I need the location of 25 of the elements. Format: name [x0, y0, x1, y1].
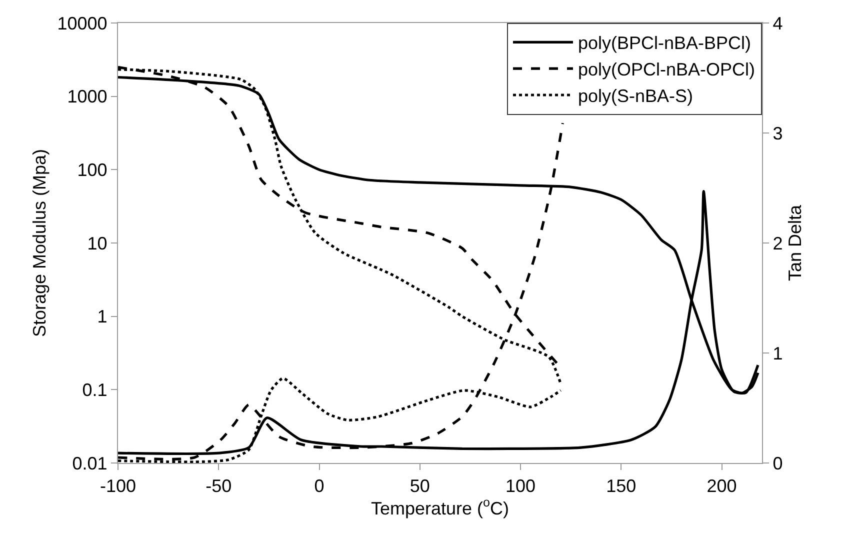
y-tick-label: 0.01 [72, 453, 108, 474]
y2-tick-label: 2 [772, 233, 783, 254]
y2-tick-label: 0 [772, 453, 783, 474]
x-tick-label: 0 [314, 476, 324, 496]
x-tick-label: -50 [206, 476, 232, 496]
x-tick-label: 100 [505, 476, 536, 496]
x-tick-label: 50 [410, 476, 430, 496]
y-tick-label: 1000 [67, 86, 108, 107]
x-tick-label: 200 [706, 476, 737, 496]
x-axis-title: Temperature ($^{o}$C) [370, 496, 510, 518]
y-tick-label: 1 [97, 306, 108, 327]
legend-label: poly(S-nBA-S) [578, 86, 694, 106]
y-axis-title: Storage Modulus (Mpa) [29, 148, 50, 338]
y2-tick-label: 1 [772, 343, 783, 364]
y2-axis-title: Tan Delta [784, 204, 805, 282]
y2-tick-label: 3 [772, 123, 783, 144]
y2-tick-label: 4 [772, 13, 783, 34]
y-tick-label: 100 [77, 160, 108, 180]
y-tick-label: 10000 [57, 13, 108, 34]
x-tick-label: 150 [606, 476, 636, 496]
legend-label: poly(BPCl-nBA-BPCl) [578, 33, 752, 54]
legend-label: poly(OPCl-nBA-OPCl) [578, 60, 756, 80]
x-tick-label: -100 [100, 476, 136, 496]
y-tick-label: 0.1 [82, 380, 108, 400]
y-tick-label: 10 [87, 233, 108, 254]
